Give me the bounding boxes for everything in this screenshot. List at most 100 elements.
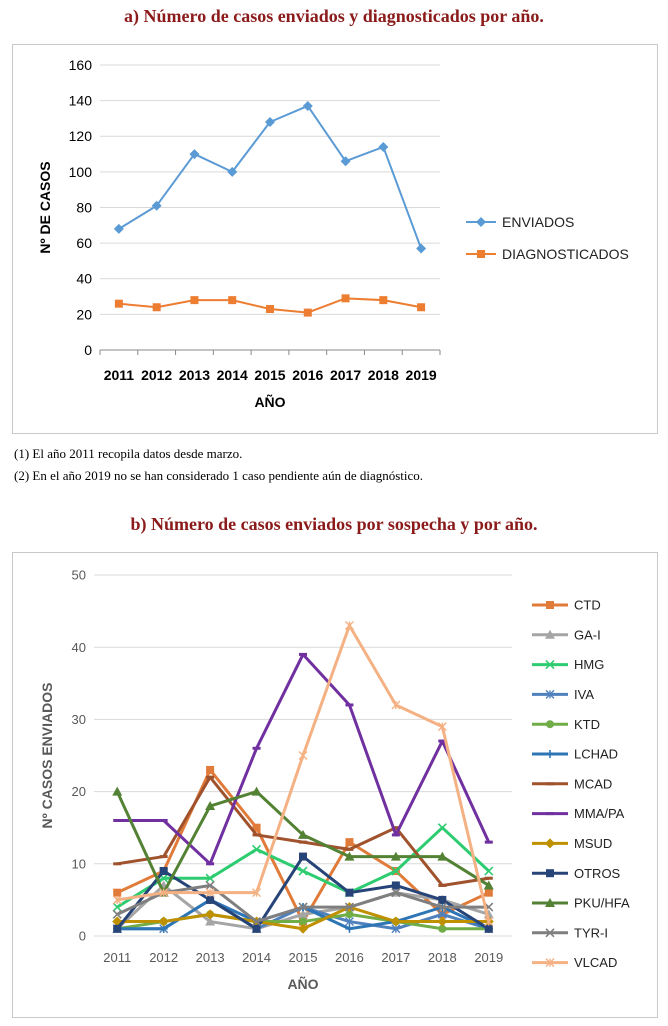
data-point	[391, 700, 401, 710]
data-point	[252, 924, 261, 933]
x-tick-label: 2017	[330, 367, 361, 383]
data-point	[298, 902, 308, 912]
data-point	[299, 652, 307, 656]
legend-label: LCHAD	[574, 747, 618, 762]
data-point	[302, 100, 313, 111]
x-tick-label: 2015	[254, 367, 285, 383]
legend-label: CTD	[574, 598, 601, 613]
x-tick-label: 2015	[289, 950, 318, 965]
legend-marker	[546, 782, 554, 786]
data-point	[437, 851, 448, 861]
data-point	[484, 917, 494, 927]
data-point	[378, 141, 389, 152]
data-point	[112, 909, 122, 919]
data-point	[252, 823, 261, 832]
legend-marker	[546, 750, 554, 758]
legend-label: GA-I	[574, 627, 601, 642]
data-point	[417, 303, 426, 312]
data-point	[391, 888, 401, 898]
data-point	[152, 303, 161, 312]
data-point	[205, 880, 215, 891]
data-point	[484, 866, 494, 876]
data-point	[205, 888, 215, 898]
legend-marker	[476, 217, 486, 227]
y-tick-label: 30	[72, 712, 86, 727]
legend-marker	[477, 250, 485, 258]
data-point	[228, 296, 237, 305]
data-point	[206, 765, 215, 774]
legend-marker	[545, 689, 555, 699]
x-tick-label: 2012	[149, 950, 178, 965]
data-point	[189, 149, 200, 160]
y-tick-label: 40	[76, 271, 92, 287]
x-tick-label: 2013	[179, 367, 210, 383]
data-point	[344, 902, 355, 912]
data-point	[390, 851, 401, 861]
data-point	[438, 924, 447, 933]
data-point	[345, 703, 354, 707]
data-point	[251, 786, 262, 796]
x-tick-label: 2013	[196, 950, 225, 965]
data-point	[159, 867, 168, 876]
data-point	[298, 829, 308, 839]
data-point	[298, 751, 308, 760]
x-tick-label: 2018	[368, 367, 399, 383]
data-point	[159, 888, 169, 898]
legend-marker	[546, 720, 554, 729]
data-point	[205, 909, 216, 920]
series-otros	[113, 852, 493, 933]
data-point	[265, 117, 275, 127]
chart-b-title: b) Número de casos enviados por sospecha…	[130, 514, 538, 534]
legend-marker	[545, 898, 555, 907]
x-tick-label: 2019	[406, 367, 437, 383]
series-tyr-i	[112, 880, 494, 927]
legend-label: TYR-I	[574, 925, 608, 940]
data-point	[438, 883, 447, 887]
data-point	[391, 826, 400, 830]
data-point	[341, 294, 350, 303]
y-tick-label: 40	[72, 640, 86, 655]
data-point	[252, 746, 261, 750]
data-point	[379, 296, 388, 305]
legend-label: MCAD	[574, 776, 612, 791]
legend-label: ENVIADOS	[502, 214, 574, 230]
data-point	[437, 823, 447, 833]
x-axis-title: AÑO	[287, 975, 318, 992]
x-axis-title: AÑO	[254, 393, 285, 410]
data-point	[303, 308, 312, 317]
legend-label: KTD	[574, 717, 600, 732]
data-point	[345, 838, 354, 847]
y-tick-label: 140	[69, 93, 93, 109]
data-point	[112, 902, 122, 912]
legend-label: DIAGNOSTICADOS	[502, 246, 629, 262]
data-point	[344, 917, 354, 927]
legend-label: MMA/PA	[574, 806, 625, 821]
data-point	[205, 873, 215, 883]
x-tick-label: 2018	[428, 950, 457, 965]
data-point	[151, 200, 162, 211]
legend-label: PKU/HFA	[574, 896, 630, 911]
data-point	[437, 916, 448, 927]
chart-a-title: a) Número de casos enviados y diagnostic…	[124, 6, 544, 26]
data-point	[206, 775, 215, 779]
data-point	[484, 840, 493, 844]
series-enviados	[113, 100, 427, 254]
data-point	[483, 880, 494, 890]
y-tick-label: 60	[76, 235, 92, 251]
series-hmg	[112, 823, 494, 912]
data-point	[113, 818, 122, 822]
legend-marker	[546, 812, 554, 816]
data-point	[416, 243, 427, 254]
y-axis-title: Nº DE CASOS	[37, 161, 53, 253]
data-point	[299, 852, 307, 861]
data-point	[112, 786, 123, 796]
data-point	[158, 916, 169, 927]
legend-marker	[545, 660, 555, 670]
x-tick-label: 2016	[335, 950, 364, 965]
data-point	[344, 621, 354, 631]
data-point	[251, 844, 262, 854]
data-point	[391, 881, 400, 890]
data-point	[345, 910, 354, 919]
chart-a-frame	[12, 44, 658, 434]
legend-label: VLCAD	[574, 955, 617, 970]
